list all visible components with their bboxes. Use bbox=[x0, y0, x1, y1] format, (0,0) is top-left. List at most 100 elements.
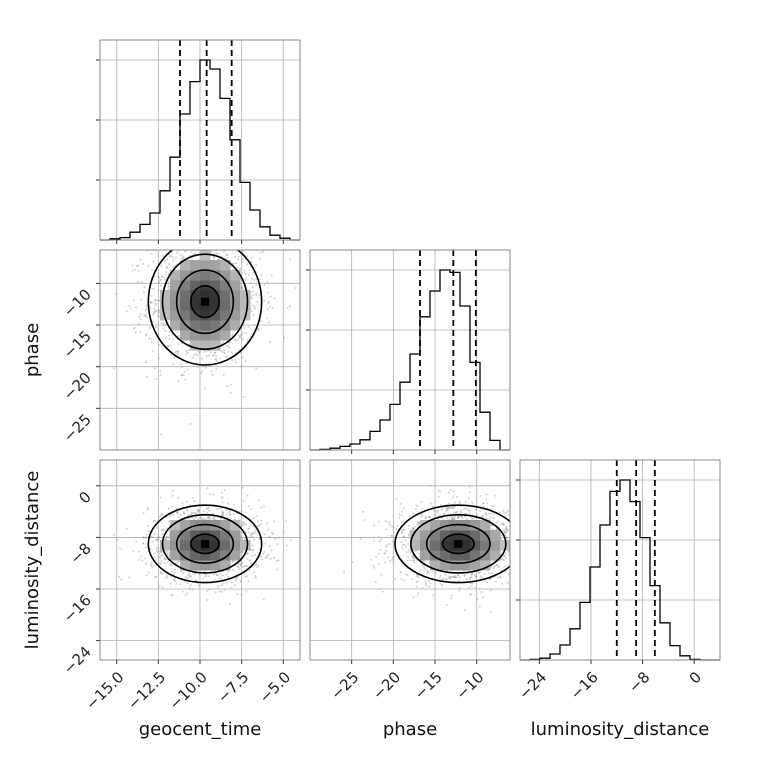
scatter-point bbox=[240, 594, 243, 597]
scatter-point bbox=[157, 535, 160, 538]
scatter-point bbox=[255, 367, 258, 370]
scatter-point bbox=[452, 496, 455, 499]
x-axis-label-luminosity-distance: luminosity_distance bbox=[531, 719, 710, 740]
scatter-point bbox=[181, 502, 184, 505]
scatter-point bbox=[156, 299, 159, 302]
scatter-point bbox=[524, 558, 526, 560]
scatter-point bbox=[456, 516, 459, 519]
scatter-point bbox=[267, 528, 270, 531]
scatter-point bbox=[151, 548, 154, 551]
scatter-point bbox=[144, 557, 147, 560]
scatter-point bbox=[149, 306, 152, 309]
scatter-point bbox=[410, 556, 413, 559]
scatter-point bbox=[159, 514, 162, 517]
scatter-point bbox=[407, 555, 410, 558]
scatter-point bbox=[266, 522, 269, 525]
scatter-point bbox=[255, 566, 258, 569]
scatter-point bbox=[244, 360, 247, 363]
scatter-point bbox=[180, 570, 183, 573]
x-axis-label-geocent-time: geocent_time bbox=[139, 719, 262, 740]
scatter-point bbox=[174, 351, 177, 354]
scatter-point bbox=[131, 269, 134, 272]
scatter-point bbox=[128, 304, 131, 307]
scatter-point bbox=[238, 334, 241, 337]
scatter-point bbox=[211, 237, 213, 239]
panel-content bbox=[100, 460, 300, 660]
scatter-point bbox=[181, 255, 184, 258]
density-cell bbox=[430, 550, 441, 561]
scatter-point bbox=[167, 283, 170, 286]
density-cell bbox=[170, 540, 181, 551]
scatter-point bbox=[270, 274, 273, 277]
scatter-point bbox=[193, 573, 196, 576]
scatter-point bbox=[128, 576, 131, 579]
scatter-point bbox=[395, 528, 398, 531]
scatter-point bbox=[226, 385, 229, 388]
scatter-point bbox=[175, 582, 178, 585]
scatter-point bbox=[214, 591, 217, 594]
x-tick-label: −12.5 bbox=[124, 668, 169, 713]
scatter-point bbox=[249, 532, 252, 535]
density-cell bbox=[220, 310, 231, 321]
scatter-point bbox=[155, 302, 158, 305]
scatter-point bbox=[448, 575, 451, 578]
scatter-point bbox=[244, 564, 247, 567]
scatter-point bbox=[223, 349, 226, 352]
scatter-point bbox=[490, 524, 493, 527]
scatter-point bbox=[251, 286, 254, 289]
scatter-point bbox=[248, 273, 251, 276]
scatter-point bbox=[506, 581, 509, 584]
density-cell bbox=[230, 520, 241, 531]
scatter-point bbox=[228, 509, 231, 512]
scatter-point bbox=[448, 518, 451, 521]
scatter-point bbox=[161, 512, 164, 515]
scatter-point bbox=[257, 327, 260, 330]
scatter-point bbox=[154, 304, 157, 307]
scatter-point bbox=[503, 530, 506, 533]
density-cell bbox=[180, 260, 191, 271]
scatter-point bbox=[561, 536, 563, 538]
scatter-point bbox=[516, 541, 518, 543]
scatter-point bbox=[230, 586, 233, 589]
scatter-point bbox=[286, 306, 289, 309]
density-cell bbox=[220, 320, 231, 331]
scatter-point bbox=[482, 502, 485, 505]
scatter-point bbox=[204, 366, 207, 369]
scatter-point bbox=[174, 561, 177, 564]
scatter-point bbox=[409, 559, 412, 562]
scatter-point bbox=[258, 294, 261, 297]
scatter-point bbox=[191, 257, 194, 260]
scatter-point bbox=[393, 526, 396, 529]
x-tick-label: −8 bbox=[625, 668, 653, 696]
scatter-point bbox=[159, 278, 162, 281]
scatter-point bbox=[407, 534, 410, 537]
scatter-point bbox=[170, 594, 173, 597]
scatter-point bbox=[139, 258, 142, 261]
scatter-point bbox=[158, 585, 161, 588]
scatter-point bbox=[228, 229, 230, 231]
scatter-point bbox=[398, 513, 401, 516]
scatter-point bbox=[209, 221, 211, 223]
scatter-point bbox=[193, 511, 196, 514]
scatter-point bbox=[146, 508, 149, 511]
scatter-point bbox=[241, 566, 244, 569]
scatter-point bbox=[273, 297, 276, 300]
density-cell bbox=[440, 550, 451, 561]
scatter-point bbox=[478, 587, 481, 590]
scatter-point bbox=[133, 326, 136, 329]
scatter-point bbox=[180, 257, 183, 260]
scatter-point bbox=[493, 566, 496, 569]
scatter-point bbox=[415, 585, 418, 588]
scatter-point bbox=[227, 511, 230, 514]
scatter-point bbox=[402, 529, 405, 532]
scatter-point bbox=[478, 510, 481, 513]
scatter-point bbox=[151, 350, 154, 353]
scatter-point bbox=[159, 279, 162, 282]
scatter-point bbox=[478, 605, 481, 608]
scatter-point bbox=[185, 350, 188, 353]
scatter-point bbox=[158, 555, 161, 558]
scatter-point bbox=[455, 576, 458, 579]
density-cell bbox=[480, 520, 491, 531]
x-tick-label: −20 bbox=[369, 668, 404, 703]
scatter-point bbox=[158, 562, 161, 565]
